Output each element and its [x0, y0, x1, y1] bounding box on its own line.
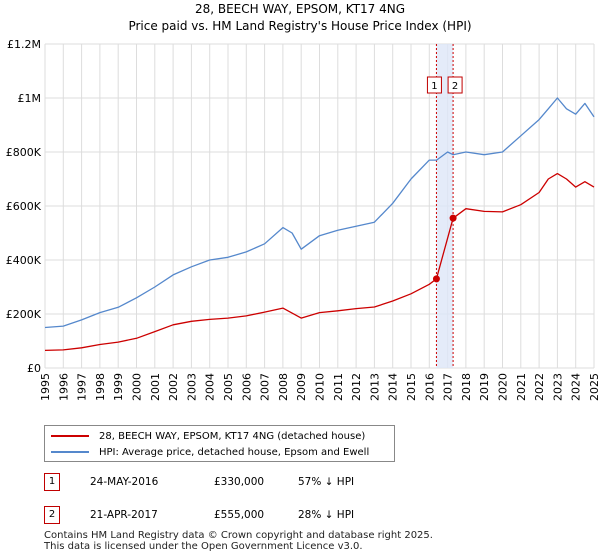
legend-label-property: 28, BEECH WAY, EPSOM, KT17 4NG (detached…: [99, 430, 366, 442]
legend-item-property: 28, BEECH WAY, EPSOM, KT17 4NG (detached…: [51, 429, 365, 443]
y-tick-label: £1.2M: [7, 38, 41, 51]
price-chart: £0£200K£400K£600K£800K£1M£1.2M 1995 1996 1…: [6, 38, 600, 401]
x-axis-ticks: 1995 1996 1997 1998 1999 2000 2001 2002 2003 2004…: [39, 373, 600, 401]
x-tick-label: 2012: [350, 373, 363, 401]
transaction-price: £555,000: [214, 509, 265, 521]
x-tick-label: 2005: [222, 373, 235, 401]
x-tick-label: 2021: [515, 373, 528, 401]
x-tick-label: 2008: [277, 373, 290, 401]
transaction-price: £330,000: [214, 476, 265, 488]
y-tick-label: £200K: [6, 308, 42, 321]
series-line-property: [44, 172, 595, 352]
transaction-label: 1: [431, 81, 437, 92]
grid: [44, 43, 595, 369]
transaction-number-badge: 1: [44, 473, 60, 491]
y-tick-label: £600K: [6, 200, 42, 213]
transaction-row: 2 21-APR-2017 £555,000 28% ↓ HPI: [44, 506, 374, 524]
legend-label-hpi: HPI: Average price, detached house, Epso…: [99, 446, 370, 458]
transaction-marker: [432, 275, 440, 283]
y-tick-label: £1M: [18, 92, 42, 105]
transaction-period-shade: [436, 44, 454, 368]
footer-copyright: Contains HM Land Registry data © Crown c…: [44, 530, 433, 541]
x-tick-label: 2000: [131, 373, 144, 401]
transaction-date: 24-MAY-2016: [90, 476, 159, 488]
x-tick-label: 2019: [478, 373, 491, 401]
transaction-label-box: [447, 76, 463, 94]
series-lines: [44, 97, 595, 352]
x-tick-label: 2001: [149, 373, 162, 401]
x-tick-label: 2024: [570, 373, 583, 401]
x-tick-label: 2017: [442, 373, 455, 401]
x-tick-label: 2018: [460, 373, 473, 401]
transaction-label-box: [426, 76, 442, 94]
series-line-hpi: [44, 97, 595, 329]
transaction-shading: [435, 44, 454, 368]
x-tick-label: 1999: [112, 373, 125, 401]
x-tick-label: 2006: [240, 373, 253, 401]
transaction-number-badge: 2: [44, 506, 60, 524]
transaction-hpi-diff: 57% ↓ HPI: [298, 476, 355, 488]
x-tick-label: 2014: [387, 373, 400, 401]
y-axis-ticks: £0 £200K £400K £600K £800K £1M £1.2M: [6, 38, 42, 375]
x-tick-label: 2020: [497, 373, 510, 401]
x-tick-label: 2015: [405, 373, 418, 401]
transaction-row: 1 24-MAY-2016 £330,000 57% ↓ HPI: [44, 473, 374, 491]
x-tick-label: 2025: [588, 373, 600, 401]
x-tick-label: 2016: [423, 373, 436, 401]
x-tick-label: 1995: [39, 373, 52, 401]
x-tick-label: 2013: [368, 373, 381, 401]
legend-item-hpi: HPI: Average price, detached house, Epso…: [51, 445, 369, 459]
y-tick-label: £400K: [6, 254, 42, 267]
legend: 28, BEECH WAY, EPSOM, KT17 4NG (detached…: [44, 425, 395, 462]
x-tick-label: 1997: [76, 373, 89, 401]
x-tick-label: 2022: [533, 373, 546, 401]
chart-title: 28, BEECH WAY, EPSOM, KT17 4NG: [194, 2, 406, 16]
x-tick-label: 1998: [94, 373, 107, 401]
transaction-date: 21-APR-2017: [90, 509, 158, 521]
footer-licence: This data is licensed under the Open Gov…: [44, 541, 363, 552]
x-tick-label: 2010: [314, 373, 327, 401]
chart-subtitle: Price paid vs. HM Land Registry's House …: [128, 19, 472, 33]
x-tick-label: 2011: [332, 373, 345, 401]
transaction-hpi-diff: 28% ↓ HPI: [298, 509, 355, 521]
y-tick-label: £800K: [6, 146, 42, 159]
x-tick-label: 2023: [551, 373, 564, 401]
transaction-marker: [449, 214, 457, 222]
transaction-label: 2: [452, 81, 458, 92]
x-tick-label: 1996: [57, 373, 70, 401]
x-tick-label: 2009: [295, 373, 308, 401]
legend-swatch-hpi: [51, 451, 89, 453]
x-tick-label: 2007: [259, 373, 272, 401]
y-tick-label: £0: [27, 362, 41, 375]
legend-swatch-property: [51, 435, 89, 437]
x-tick-label: 2003: [185, 373, 198, 401]
x-tick-label: 2002: [167, 373, 180, 401]
x-tick-label: 2004: [204, 373, 217, 401]
